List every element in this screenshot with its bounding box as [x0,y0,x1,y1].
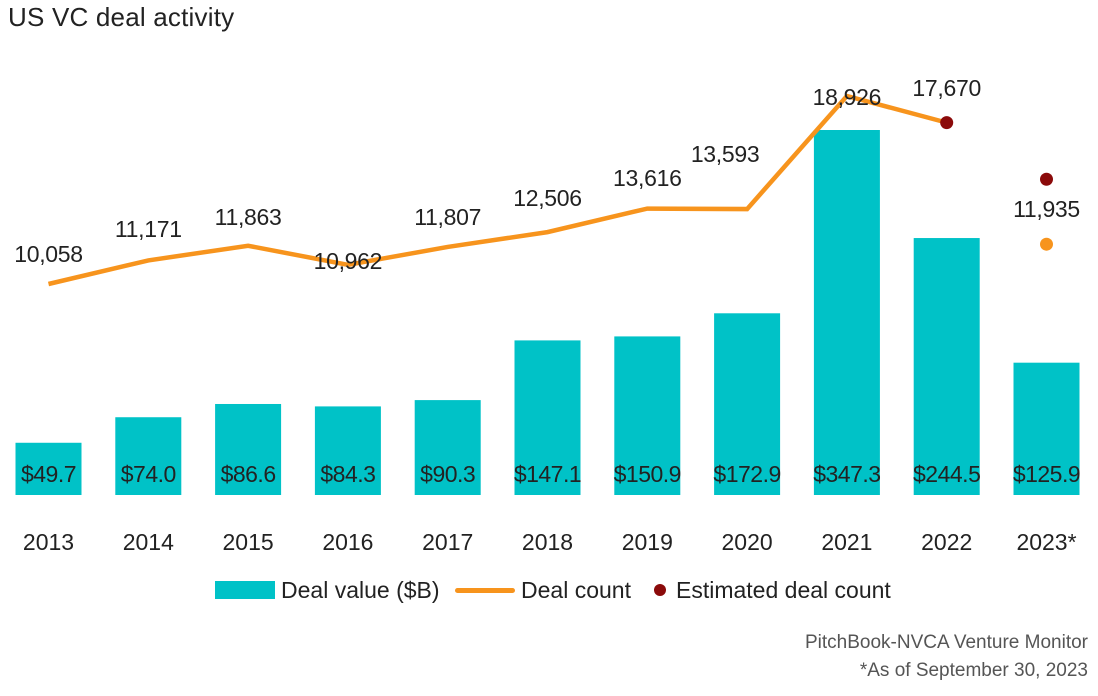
legend-swatch-line [455,587,515,593]
bar-value-label: $90.3 [420,461,475,487]
x-tick-label: 2022 [921,529,972,555]
deal-count-label: 12,506 [513,185,582,211]
legend-item-deal-count: Deal count [455,572,631,608]
deal-count-label: 11,863 [215,204,282,230]
bar-value-label: $244.5 [913,461,980,487]
bar [714,313,781,495]
x-tick-label: 2016 [322,529,373,555]
legend-label-deal-value: Deal value ($B) [281,576,440,603]
legend-swatch-dot [654,584,666,596]
estimated-deal-count-point [1040,172,1053,186]
bar-value-label: $347.3 [813,461,880,487]
legend-item-estimated: Estimated deal count [654,572,891,608]
x-tick-label: 2017 [422,529,473,555]
footnote-text: *As of September 30, 2023 [859,660,1088,681]
x-tick-label: 2023* [1016,529,1076,555]
bar [314,406,381,495]
bar-value-labels: $49.7 $74.0 $86.6 $84.3 $90.3 $147.1 $150.9 $17… [21,461,1081,487]
deal-count-line [47,93,948,287]
bar-series [15,130,1080,495]
x-tick-label: 2019 [622,529,673,555]
bar-value-label: $125.9 [1013,461,1080,487]
bar [1013,362,1080,495]
legend-item-deal-value: Deal value ($B) [215,572,440,608]
deal-count-point [1040,237,1053,251]
bar-value-label: $86.6 [221,461,276,487]
bar-value-label: $147.1 [514,461,581,487]
legend-label-deal-count: Deal count [521,576,631,603]
line-series [47,93,1053,287]
legend: Deal value ($B) Deal count Estimated dea… [0,572,1098,608]
deal-count-label: 17,670 [912,75,981,101]
bar [913,238,980,495]
bar [15,442,82,495]
bar-value-label: $84.3 [320,461,375,487]
bar [215,403,282,495]
bar [813,130,880,495]
deal-count-label: 11,935 [1013,196,1080,222]
bar [614,336,681,495]
bar [115,417,182,495]
x-tick-label: 2020 [722,529,773,555]
legend-label-estimated: Estimated deal count [676,576,891,603]
bar-value-label: $150.9 [614,461,681,487]
estimated-series [940,116,1053,186]
x-tick-label: 2021 [821,529,872,555]
bar [514,340,581,495]
x-tick-label: 2015 [223,529,274,555]
legend-swatch-bar [215,581,275,599]
source-text: PitchBook-NVCA Venture Monitor [804,632,1088,653]
estimated-deal-count-point [940,116,954,130]
bar-value-label: $172.9 [713,461,780,487]
deal-count-label: 13,616 [613,165,682,191]
x-tick-label: 2014 [123,529,174,555]
deal-count-label: 10,058 [14,241,83,267]
bar-value-label: $74.0 [121,461,176,487]
x-tick-label: 2013 [23,529,74,555]
deal-count-label: 10,962 [314,248,383,274]
deal-count-label: 11,807 [414,204,481,230]
bar [414,400,481,495]
line-value-labels: 10,058 11,171 11,863 10,962 11,807 12,506 13,6… [14,75,1080,274]
deal-count-label: 11,171 [115,216,182,242]
deal-count-label: 13,593 [691,141,760,167]
deal-count-label: 18,926 [813,84,882,110]
combo-chart: $49.7 $74.0 $86.6 $84.3 $90.3 $147.1 $150.9 $17… [14,75,1081,555]
x-tick-label: 2018 [522,529,573,555]
x-axis: 2013 2014 2015 2016 2017 2018 2019 2020 2021 2022… [23,529,1077,555]
chart-title: US VC deal activity [8,2,235,32]
bar-value-label: $49.7 [21,461,76,487]
